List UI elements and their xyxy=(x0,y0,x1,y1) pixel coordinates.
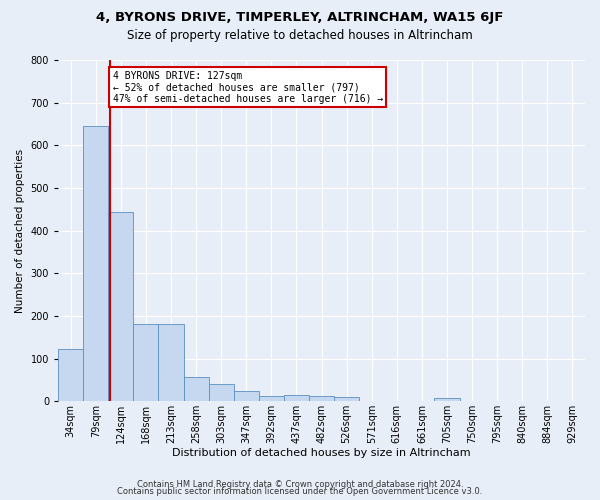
Text: 4, BYRONS DRIVE, TIMPERLEY, ALTRINCHAM, WA15 6JF: 4, BYRONS DRIVE, TIMPERLEY, ALTRINCHAM, … xyxy=(97,11,503,24)
Bar xyxy=(158,324,184,401)
Bar xyxy=(58,349,83,401)
Bar xyxy=(309,396,334,401)
Bar xyxy=(133,324,158,401)
Bar xyxy=(259,396,284,401)
Text: Contains HM Land Registry data © Crown copyright and database right 2024.: Contains HM Land Registry data © Crown c… xyxy=(137,480,463,489)
Text: Size of property relative to detached houses in Altrincham: Size of property relative to detached ho… xyxy=(127,29,473,42)
X-axis label: Distribution of detached houses by size in Altrincham: Distribution of detached houses by size … xyxy=(172,448,471,458)
Y-axis label: Number of detached properties: Number of detached properties xyxy=(15,148,25,312)
Bar xyxy=(334,398,359,401)
Bar xyxy=(434,398,460,401)
Bar xyxy=(184,377,209,401)
Bar xyxy=(108,212,133,401)
Bar xyxy=(234,392,259,401)
Bar xyxy=(83,126,108,401)
Text: Contains public sector information licensed under the Open Government Licence v3: Contains public sector information licen… xyxy=(118,487,482,496)
Text: 4 BYRONS DRIVE: 127sqm
← 52% of detached houses are smaller (797)
47% of semi-de: 4 BYRONS DRIVE: 127sqm ← 52% of detached… xyxy=(113,70,383,104)
Bar xyxy=(284,395,309,401)
Bar xyxy=(209,384,234,401)
